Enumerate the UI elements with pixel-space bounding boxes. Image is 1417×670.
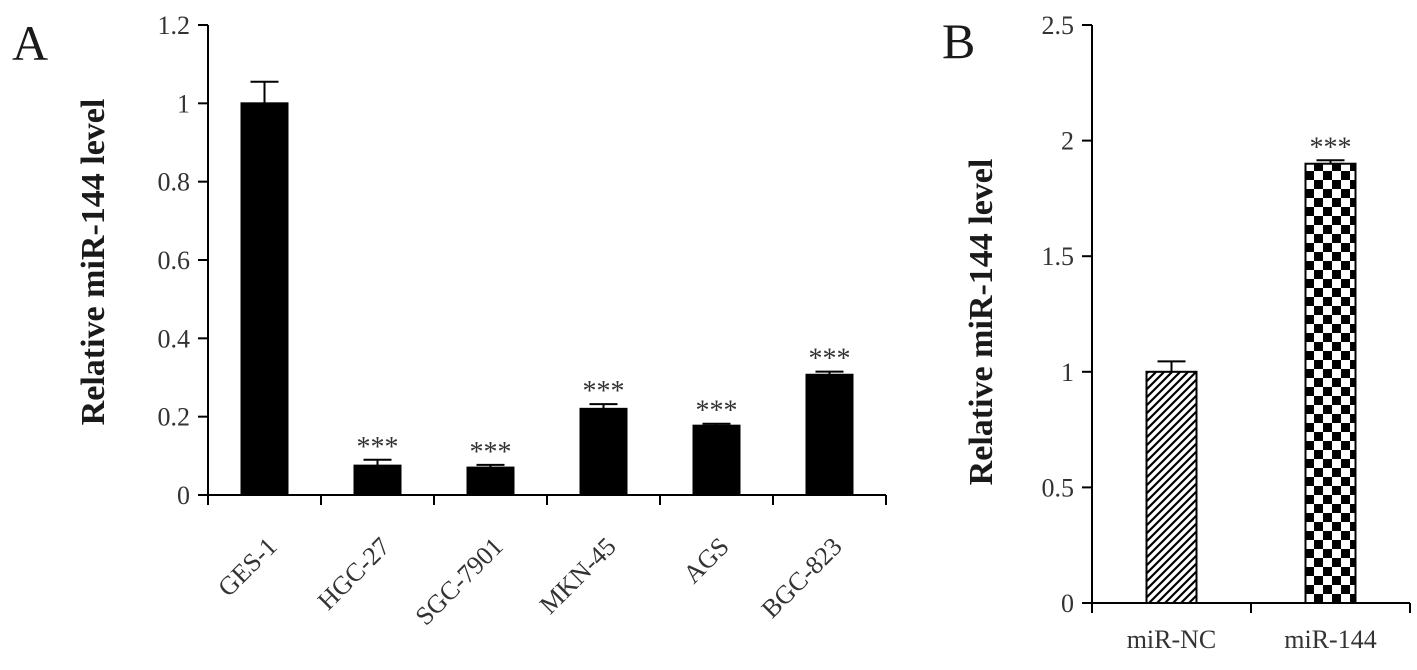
x-tick-label: miR-144 — [1284, 625, 1376, 654]
bar — [1145, 370, 1198, 604]
panel-a: A Relative miR-144 level 0 0.2 0.4 0.6 0.8 1 1… — [12, 11, 887, 631]
x-tick-label: miR-NC — [1127, 625, 1217, 654]
bar — [692, 424, 741, 496]
x-tick-label: HGC-27 — [312, 532, 396, 616]
y-tick-label: 0.5 — [1042, 473, 1075, 502]
significance-label: *** — [809, 344, 851, 375]
y-tick-label: 0 — [1061, 589, 1074, 618]
y-tick-label: 1.2 — [158, 11, 191, 40]
y-tick-label: 0.8 — [158, 168, 191, 197]
y-tick-label: 0.2 — [158, 403, 191, 432]
x-tick-label: SGC-7901 — [410, 532, 509, 631]
panel-b-ylabel: Relative miR-144 level — [963, 159, 1000, 486]
panel-b-plot: 0 0.5 1 1.5 2 2.5 miR-NC *** miR-144 — [1042, 11, 1411, 654]
x-tick-label: AGS — [677, 532, 734, 589]
bar — [1304, 162, 1357, 604]
significance-label: *** — [1310, 132, 1352, 163]
bar — [466, 466, 515, 497]
x-tick-label: MKN-45 — [534, 532, 622, 620]
y-tick-label: 1.5 — [1042, 242, 1075, 271]
panel-b: B Relative miR-144 level 0 0.5 1 1.5 2 2.5 miR… — [942, 11, 1411, 654]
bar — [805, 373, 854, 496]
y-tick-label: 1 — [177, 89, 190, 118]
x-tick-label: BGC-823 — [756, 532, 848, 624]
panel-b-letter: B — [942, 13, 975, 69]
bar — [579, 407, 628, 497]
significance-label: *** — [470, 437, 512, 468]
significance-label: *** — [696, 396, 738, 427]
y-tick-label: 0 — [177, 481, 190, 510]
significance-label: *** — [357, 432, 399, 463]
panel-a-plot: 0 0.2 0.4 0.6 0.8 1 1.2 GES-1 *** HGC-27 *** SGC-79… — [158, 11, 887, 631]
x-tick-label: GES-1 — [212, 532, 283, 603]
significance-label: *** — [583, 376, 625, 407]
y-tick-label: 2 — [1061, 127, 1074, 156]
bar — [353, 464, 402, 496]
y-tick-label: 2.5 — [1042, 11, 1075, 40]
y-tick-label: 1 — [1061, 358, 1074, 387]
bar — [240, 102, 289, 496]
y-tick-label: 0.6 — [158, 246, 191, 275]
panel-a-letter: A — [12, 15, 48, 71]
panel-a-ylabel: Relative miR-144 level — [75, 99, 112, 426]
y-tick-label: 0.4 — [158, 324, 191, 353]
